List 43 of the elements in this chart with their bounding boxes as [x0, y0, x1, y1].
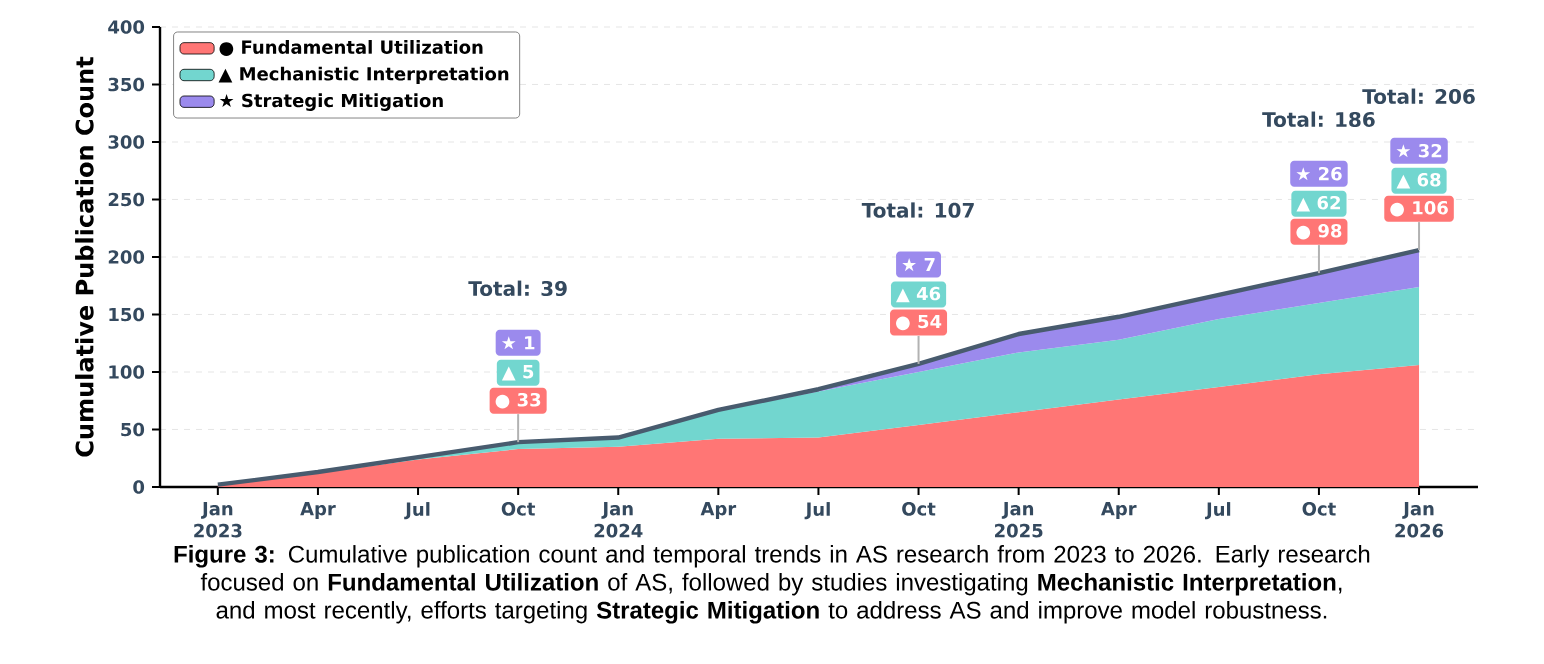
x-tick-label: Apr: [700, 502, 737, 519]
text: Figure 3: Cumulative publication count and temporal trends in AS research from 2023 to 2026. Early research focused on Fundamental Utilization of AS, followed by studies investigating Mechanistic Interpretation, and most recently, efforts targeting Strategic Mitigation to address AS and improve model robustness.: [174, 545, 1370, 624]
legend-label: ● Fundamental Utilization: [219, 39, 483, 56]
annotation: ▲ 68: [1396, 172, 1441, 189]
y-tick-label: 200: [108, 250, 145, 264]
annotation: ★ 32: [1396, 143, 1442, 158]
x-tick-label: Apr: [300, 502, 336, 519]
annotation: ▲ 5: [501, 365, 534, 381]
y-tick-label: 250: [108, 192, 145, 207]
annotation: ★ 26: [1296, 166, 1342, 181]
x-tick-label: Jul: [804, 502, 830, 520]
x-tick-label: Jan 2026: [1395, 502, 1444, 538]
x-tick-label: Jan 2024: [594, 502, 643, 538]
annotation: Total: 206: [1362, 88, 1475, 105]
x-tick-label: Oct: [1302, 502, 1336, 516]
y-tick-label: 300: [108, 135, 145, 149]
annotation: ● 54: [896, 314, 942, 331]
annotation: Total: 39: [468, 280, 567, 297]
annotation: ★ 7: [902, 257, 935, 272]
x-tick-label: Jan 2025: [995, 502, 1043, 538]
y-tick-label: 0: [133, 480, 145, 494]
legend-label: ▲ Mechanistic Interpretation: [218, 66, 509, 85]
x-tick-label: Apr: [1100, 502, 1137, 519]
annotation: ▲ 62: [1296, 195, 1340, 212]
y-tick-label: 350: [108, 77, 145, 92]
y-tick-label: 50: [121, 422, 145, 437]
y-tick-label: 150: [109, 307, 145, 322]
legend-label: ★ Strategic Mitigation: [219, 93, 443, 111]
annotation: Total: 107: [861, 202, 974, 218]
x-tick-label: Oct: [902, 502, 936, 516]
annotation: ★ 1: [501, 336, 535, 350]
y-tick-label: 400: [108, 20, 145, 34]
annotation: ▲ 46: [896, 286, 941, 303]
annotation: Total: 186: [1262, 111, 1375, 128]
x-tick-label: Jul: [404, 502, 430, 520]
x-tick-label: Oct: [501, 502, 536, 516]
x-tick-label: Jul: [1205, 502, 1231, 520]
annotation: ● 98: [1296, 223, 1342, 240]
y-axis-title: Cumulative Publication Count: [75, 56, 94, 457]
annotation: ● 33: [495, 392, 541, 409]
y-tick-label: 100: [109, 365, 145, 379]
x-tick-label: Jan 2023: [194, 502, 242, 538]
annotation: ● 106: [1390, 200, 1448, 217]
